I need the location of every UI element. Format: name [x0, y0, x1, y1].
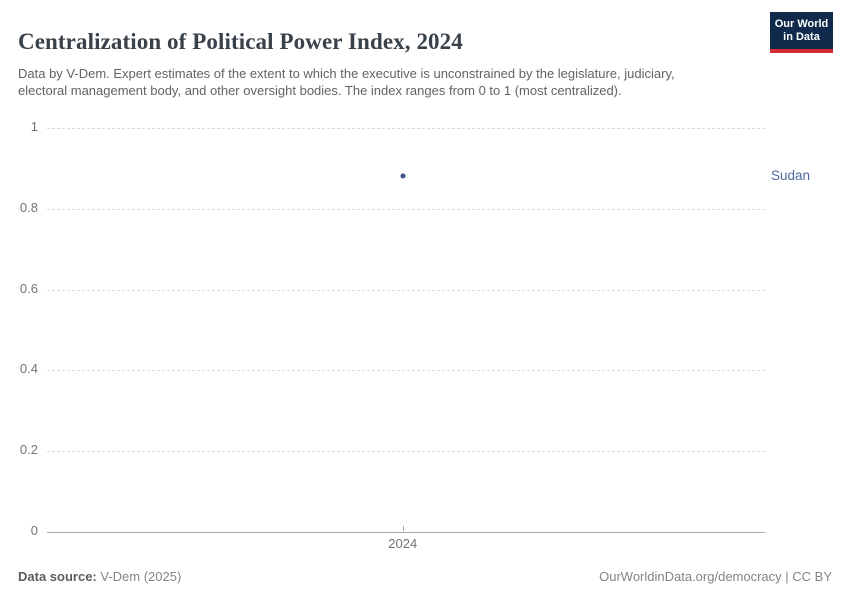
data-point-sudan	[400, 173, 406, 179]
y-tick-label: 1	[30, 119, 38, 134]
x-axis-line	[47, 532, 765, 533]
footer: Data source: V-Dem (2025) OurWorldinData…	[18, 569, 832, 584]
owid-logo-stripe	[770, 49, 833, 53]
y-tick-label: 0.4	[19, 361, 38, 377]
gridline	[47, 128, 765, 129]
chart-subtitle: Data by V-Dem. Expert estimates of the e…	[18, 66, 675, 98]
x-tick-label: 2024	[388, 536, 418, 551]
y-tick-label: 0.6	[19, 280, 38, 296]
owid-logo-line2: in Data	[783, 31, 820, 43]
data-source-value: V-Dem (2025)	[96, 569, 182, 584]
plot-area: 2024 0 0.2 0.4 0.6 0.8 1	[20, 119, 765, 551]
owid-logo-line1: Our World	[774, 18, 829, 30]
gridline	[47, 451, 765, 453]
entity-label-sudan: Sudan	[771, 168, 811, 183]
credit-line: OurWorldinData.org/democracy | CC BY	[599, 569, 832, 584]
gridline	[47, 289, 765, 291]
page-title: Centralization of Political Power Index,…	[18, 29, 463, 55]
y-tick-label: 0.2	[19, 442, 38, 458]
gridline	[47, 208, 765, 210]
y-tick-label: 0.8	[19, 199, 38, 215]
x-tick-mark	[402, 526, 404, 531]
data-source-note: Data source: V-Dem (2025)	[18, 569, 181, 584]
gridline	[47, 370, 765, 372]
y-tick-label: 0	[30, 523, 38, 538]
data-source-label: Data source:	[18, 569, 97, 584]
owid-logo: Our World in Data	[770, 12, 833, 53]
owid-logo-text: Our World in Data	[770, 12, 833, 49]
